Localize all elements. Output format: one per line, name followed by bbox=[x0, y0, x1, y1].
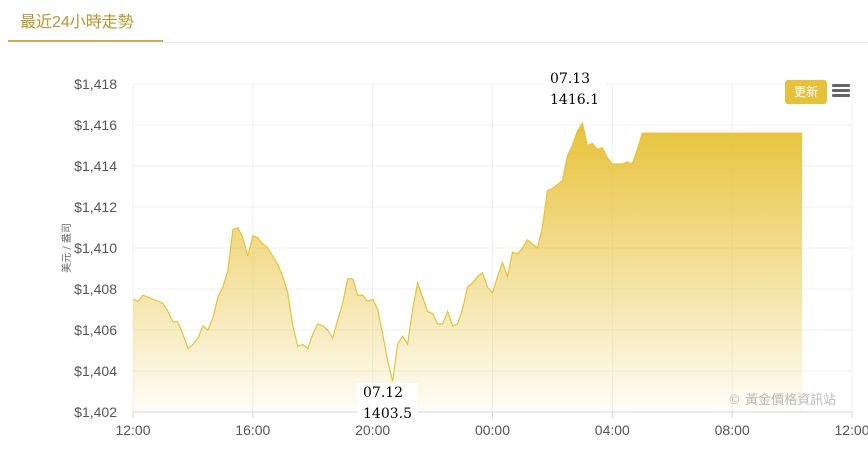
min-value: 1403.5 bbox=[363, 406, 412, 422]
x-tick-label: 08:00 bbox=[715, 422, 750, 438]
x-tick-label: 16:00 bbox=[235, 422, 270, 438]
tab-active-underline bbox=[8, 40, 163, 42]
y-tick-label: $1,412 bbox=[74, 199, 117, 215]
y-tick-label: $1,418 bbox=[74, 76, 117, 92]
watermark: © 黃金價格資訊站 bbox=[728, 393, 837, 408]
x-tick-label: 12:00 bbox=[834, 422, 868, 438]
x-tick-label: 04:00 bbox=[595, 422, 630, 438]
max-annotation: 07.13 1416.1 bbox=[544, 69, 605, 111]
y-tick-label: $1,414 bbox=[74, 158, 117, 174]
min-annotation: 07.12 1403.5 bbox=[357, 383, 418, 425]
refresh-button[interactable]: 更新 bbox=[785, 80, 827, 104]
y-tick-label: $1,406 bbox=[74, 322, 117, 338]
y-tick-label: $1,402 bbox=[74, 404, 117, 420]
max-date: 07.13 bbox=[550, 71, 591, 87]
series-line bbox=[132, 121, 803, 382]
x-tick-label: 12:00 bbox=[115, 422, 150, 438]
min-date: 07.12 bbox=[363, 385, 404, 401]
tab-24h-trend[interactable]: 最近24小時走勢 bbox=[20, 14, 134, 31]
x-tick-label: 20:00 bbox=[355, 422, 390, 438]
y-axis-label: 美元 / 盎司 bbox=[60, 223, 73, 273]
y-tick-label: $1,410 bbox=[74, 240, 117, 256]
series-area bbox=[133, 123, 803, 412]
y-tick-label: $1,408 bbox=[74, 281, 117, 297]
max-value: 1416.1 bbox=[550, 92, 599, 108]
x-tick-label: 00:00 bbox=[475, 422, 510, 438]
y-tick-label: $1,416 bbox=[74, 117, 117, 133]
y-tick-label: $1,404 bbox=[74, 363, 117, 379]
divider bbox=[163, 42, 868, 43]
hamburger-icon[interactable] bbox=[832, 84, 850, 98]
